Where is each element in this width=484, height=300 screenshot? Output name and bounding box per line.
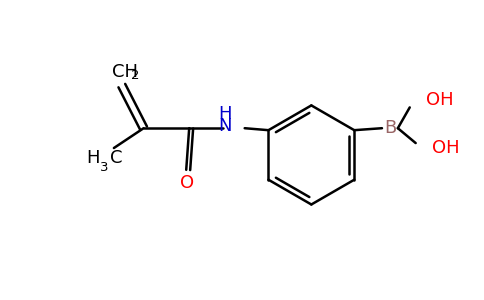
Text: N: N [218,117,232,135]
Text: OH: OH [432,139,459,157]
Text: 3: 3 [100,161,108,174]
Text: B: B [384,119,396,137]
Text: H: H [87,149,100,167]
Text: H: H [218,105,232,123]
Text: O: O [180,174,194,192]
Text: C: C [110,149,122,167]
Text: CH: CH [112,63,138,81]
Text: 2: 2 [132,69,140,82]
Text: OH: OH [425,92,453,110]
